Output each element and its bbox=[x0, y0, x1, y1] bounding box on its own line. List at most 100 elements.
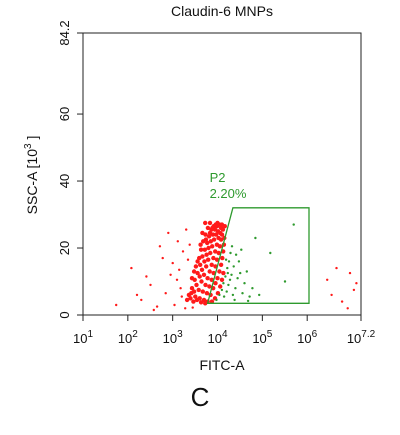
data-point bbox=[189, 291, 194, 296]
data-point bbox=[203, 282, 208, 288]
data-point bbox=[195, 270, 200, 276]
data-point bbox=[218, 284, 223, 289]
y-axis-label-end: ] bbox=[24, 136, 40, 144]
data-point bbox=[211, 237, 217, 242]
data-point bbox=[130, 266, 133, 270]
x-tick-base: 10 bbox=[347, 331, 361, 346]
data-point bbox=[198, 242, 203, 247]
data-point bbox=[206, 234, 212, 239]
data-point bbox=[219, 277, 225, 282]
gate-percent: 2.20% bbox=[210, 186, 247, 201]
x-tick-base: 10 bbox=[73, 331, 87, 346]
x-tick-label: 103 bbox=[163, 329, 183, 346]
data-point bbox=[205, 276, 210, 281]
data-point bbox=[178, 268, 181, 271]
data-point bbox=[185, 228, 188, 231]
data-point bbox=[258, 293, 261, 297]
data-point bbox=[205, 240, 210, 246]
data-point bbox=[225, 290, 228, 293]
y-tick-label: 20 bbox=[57, 241, 72, 255]
x-tick-label: 105 bbox=[252, 329, 272, 346]
data-point bbox=[208, 250, 213, 256]
data-point bbox=[202, 247, 207, 252]
x-tick-exponent: 3 bbox=[177, 329, 183, 340]
data-point bbox=[199, 267, 205, 272]
data-point bbox=[204, 252, 209, 257]
data-point bbox=[179, 287, 182, 290]
x-tick-exponent: 5 bbox=[267, 329, 273, 340]
data-point bbox=[246, 299, 250, 303]
data-point bbox=[269, 251, 272, 255]
data-point bbox=[231, 293, 235, 297]
data-point bbox=[213, 281, 218, 286]
data-point bbox=[140, 298, 143, 302]
data-point bbox=[203, 301, 208, 306]
x-tick-label: 106 bbox=[297, 329, 317, 346]
data-point bbox=[210, 225, 215, 231]
data-point bbox=[224, 258, 228, 261]
data-point bbox=[209, 262, 214, 267]
x-tick-base: 10 bbox=[208, 331, 222, 346]
data-point bbox=[149, 283, 152, 287]
data-point bbox=[240, 248, 243, 251]
data-point bbox=[202, 259, 207, 264]
data-point bbox=[198, 247, 204, 252]
data-point bbox=[216, 250, 221, 256]
data-point bbox=[227, 283, 230, 287]
data-point bbox=[220, 227, 226, 232]
x-tick-label: 107.2 bbox=[347, 329, 376, 346]
plot-frame bbox=[82, 32, 362, 316]
data-point bbox=[180, 295, 183, 298]
data-point bbox=[348, 271, 352, 275]
data-point bbox=[184, 307, 187, 310]
data-point bbox=[176, 240, 179, 243]
data-point bbox=[222, 295, 226, 298]
x-tick-exponent: 7.2 bbox=[361, 329, 375, 340]
data-point bbox=[204, 291, 210, 296]
data-point bbox=[191, 299, 196, 304]
data-point bbox=[326, 278, 329, 281]
data-point bbox=[206, 257, 211, 262]
data-point bbox=[292, 223, 295, 226]
data-point bbox=[233, 298, 236, 302]
data-point bbox=[340, 300, 344, 303]
y-axis: 0 20 40 60 84.2 bbox=[57, 20, 83, 319]
y-tick-label: 40 bbox=[57, 174, 72, 188]
data-point bbox=[191, 269, 197, 274]
data-point bbox=[188, 296, 193, 301]
data-point bbox=[215, 220, 220, 226]
data-point bbox=[164, 292, 167, 295]
data-point bbox=[218, 293, 221, 297]
data-point bbox=[135, 293, 139, 297]
data-point bbox=[189, 286, 195, 291]
data-point bbox=[229, 251, 232, 255]
data-point bbox=[222, 282, 225, 285]
data-point bbox=[205, 225, 211, 231]
data-point bbox=[215, 298, 218, 302]
data-point bbox=[189, 276, 195, 281]
data-point bbox=[186, 258, 190, 261]
x-tick-label: 101 bbox=[73, 329, 93, 346]
gate-name: P2 bbox=[210, 170, 226, 185]
data-point bbox=[197, 255, 202, 261]
x-tick-base: 10 bbox=[163, 331, 177, 346]
data-point bbox=[234, 253, 238, 256]
data-point bbox=[203, 237, 209, 242]
data-point bbox=[217, 269, 222, 274]
data-point bbox=[201, 297, 207, 303]
data-point bbox=[173, 303, 176, 307]
data-point bbox=[228, 278, 232, 281]
x-tick-label: 104 bbox=[208, 329, 228, 346]
data-point bbox=[224, 275, 227, 278]
data-point bbox=[236, 277, 239, 280]
data-point bbox=[115, 303, 118, 307]
data-point bbox=[220, 255, 225, 261]
data-point bbox=[213, 232, 219, 237]
data-point bbox=[196, 287, 201, 293]
gate-p2: P22.20% bbox=[206, 170, 310, 304]
data-point bbox=[198, 300, 204, 305]
data-point bbox=[175, 278, 179, 281]
x-tick-base: 10 bbox=[297, 331, 311, 346]
data-point bbox=[213, 249, 218, 254]
data-point bbox=[203, 220, 208, 226]
